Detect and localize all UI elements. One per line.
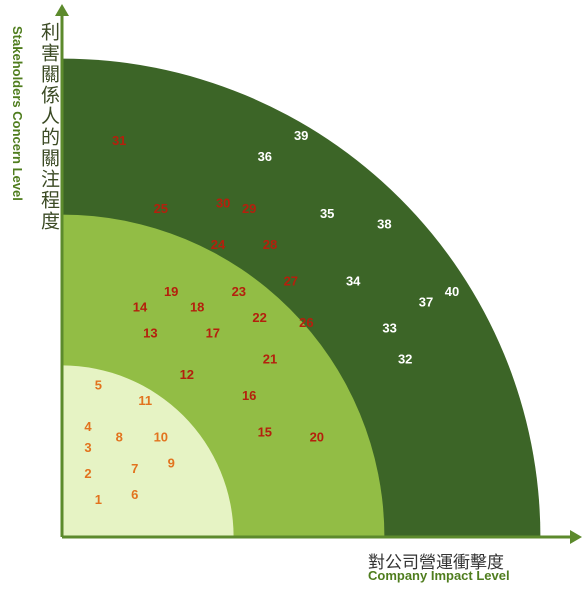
x-axis-label-en: Company Impact Level (368, 568, 510, 583)
point-39: 39 (294, 128, 308, 143)
point-2: 2 (84, 466, 91, 481)
point-9: 9 (168, 456, 175, 471)
point-12: 12 (180, 367, 194, 382)
point-21: 21 (263, 352, 277, 367)
point-35: 35 (320, 206, 334, 221)
point-14: 14 (133, 300, 148, 315)
point-37: 37 (419, 294, 433, 309)
y-axis-arrow-icon (55, 4, 69, 16)
point-31: 31 (112, 133, 126, 148)
point-28: 28 (263, 237, 277, 252)
point-46: 46 (382, 76, 396, 91)
point-44: 44 (434, 206, 449, 221)
point-42: 42 (294, 71, 308, 86)
x-axis-arrow-icon (570, 530, 582, 544)
point-7: 7 (131, 461, 138, 476)
point-10: 10 (154, 430, 168, 445)
point-17: 17 (206, 326, 220, 341)
point-1: 1 (95, 492, 102, 507)
point-18: 18 (190, 300, 204, 315)
point-26: 26 (299, 315, 313, 330)
point-25: 25 (154, 201, 168, 216)
point-15: 15 (258, 424, 272, 439)
point-27: 27 (284, 274, 298, 289)
point-33: 33 (382, 320, 396, 335)
point-4: 4 (84, 419, 92, 434)
point-36: 36 (258, 149, 272, 164)
point-8: 8 (116, 430, 123, 445)
point-41: 41 (367, 133, 381, 148)
zone-layer (62, 58, 541, 537)
point-32: 32 (398, 352, 412, 367)
x-axis-label-zh: 對公司營運衝擊度 (368, 553, 504, 573)
y-axis-label-zh: 利害關係人的關注程度 (38, 22, 60, 232)
axis-layer (55, 4, 582, 544)
point-5: 5 (95, 378, 102, 393)
point-11: 11 (138, 393, 152, 408)
point-20: 20 (310, 430, 324, 445)
point-23: 23 (232, 284, 246, 299)
point-24: 24 (211, 237, 226, 252)
zone-inner (62, 365, 234, 537)
point-38: 38 (377, 216, 391, 231)
point-30: 30 (216, 196, 230, 211)
point-16: 16 (242, 388, 256, 403)
point-13: 13 (143, 326, 157, 341)
point-19: 19 (164, 284, 178, 299)
point-layer: 1234567891011121314151617181920212223242… (84, 71, 506, 507)
point-43: 43 (492, 294, 506, 309)
point-40: 40 (445, 284, 459, 299)
point-3: 3 (84, 440, 91, 455)
point-45: 45 (408, 128, 422, 143)
point-34: 34 (346, 274, 361, 289)
point-29: 29 (242, 201, 256, 216)
point-6: 6 (131, 487, 138, 502)
y-axis-label-en: Stakeholders Concern Level (10, 26, 25, 201)
point-22: 22 (252, 310, 266, 325)
